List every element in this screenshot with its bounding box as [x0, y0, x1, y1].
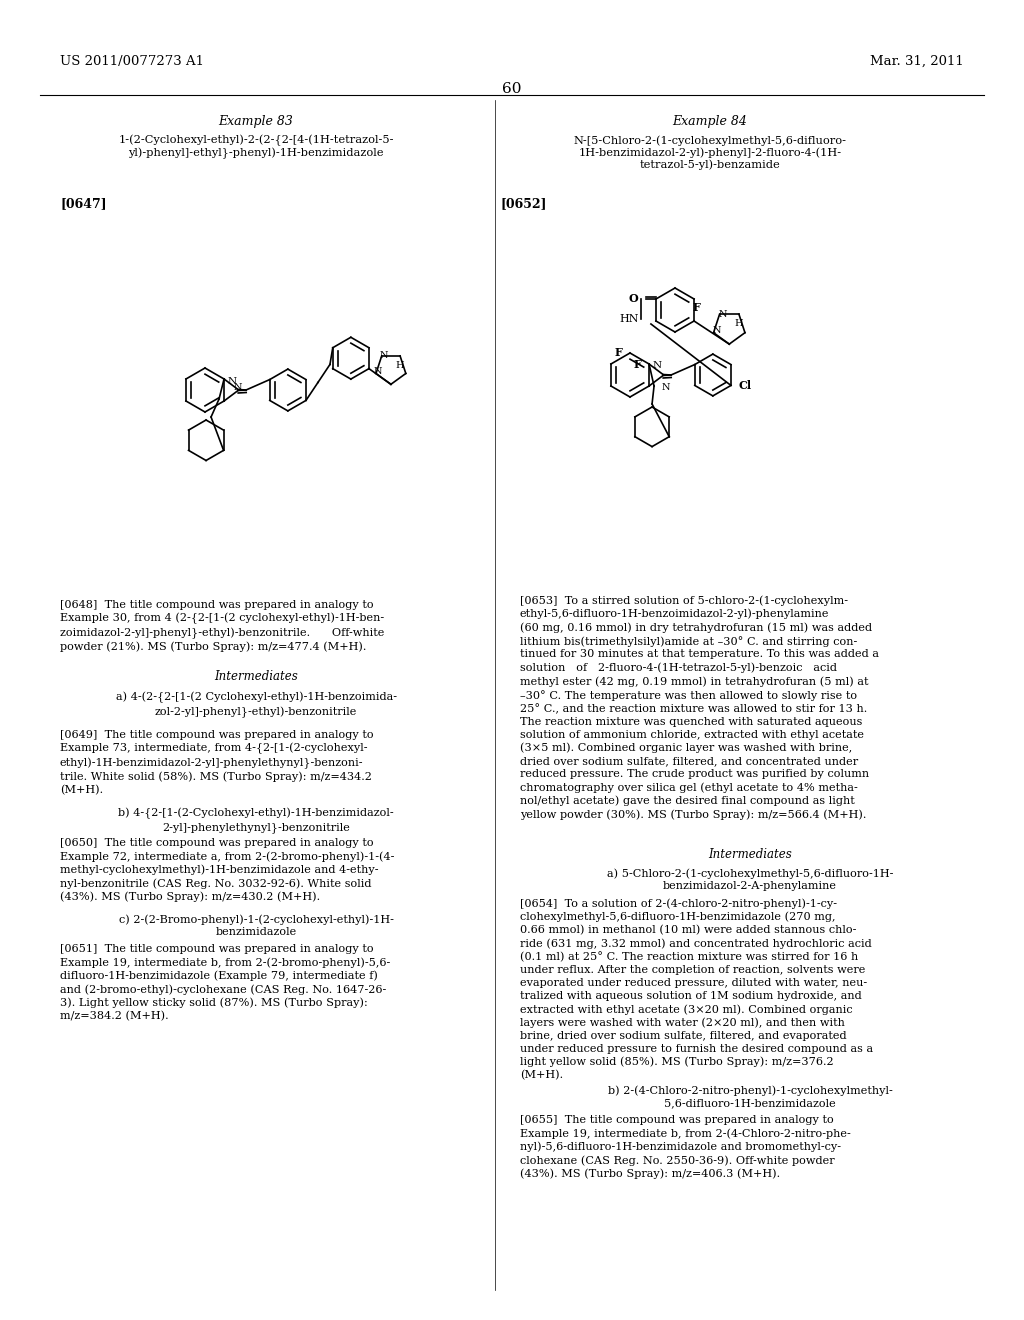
Text: Example 84: Example 84: [673, 115, 748, 128]
Text: a) 5-Chloro-2-(1-cyclohexylmethyl-5,6-difluoro-1H-
benzimidazol-2-A-phenylamine: a) 5-Chloro-2-(1-cyclohexylmethyl-5,6-di…: [607, 869, 893, 891]
Text: N: N: [380, 351, 388, 360]
Text: Mar. 31, 2011: Mar. 31, 2011: [870, 55, 964, 69]
Text: N: N: [374, 367, 382, 376]
Text: a) 4-(2-{2-[1-(2 Cyclohexyl-ethyl)-1H-benzoimida-
zol-2-yl]-phenyl}-ethyl)-benzo: a) 4-(2-{2-[1-(2 Cyclohexyl-ethyl)-1H-be…: [116, 692, 396, 718]
Text: [0655]  The title compound was prepared in analogy to
Example 19, intermediate b: [0655] The title compound was prepared i…: [520, 1115, 851, 1179]
Text: F: F: [614, 347, 622, 359]
Text: F: F: [633, 359, 641, 370]
Text: N: N: [713, 326, 721, 335]
Text: [0652]: [0652]: [500, 197, 547, 210]
Text: Example 83: Example 83: [218, 115, 294, 128]
Text: c) 2-(2-Bromo-phenyl)-1-(2-cyclohexyl-ethyl)-1H-
benzimidazole: c) 2-(2-Bromo-phenyl)-1-(2-cyclohexyl-et…: [119, 913, 393, 937]
Text: H: H: [396, 360, 404, 370]
Text: [0651]  The title compound was prepared in analogy to
Example 19, intermediate b: [0651] The title compound was prepared i…: [60, 944, 390, 1022]
Text: [0654]  To a solution of 2-(4-chloro-2-nitro-phenyl)-1-cy-
clohexylmethyl-5,6-di: [0654] To a solution of 2-(4-chloro-2-ni…: [520, 898, 873, 1081]
Text: HN: HN: [620, 314, 639, 323]
Text: 60: 60: [502, 82, 522, 96]
Text: N: N: [662, 383, 671, 392]
Text: b) 2-(4-Chloro-2-nitro-phenyl)-1-cyclohexylmethyl-
5,6-difluoro-1H-benzimidazole: b) 2-(4-Chloro-2-nitro-phenyl)-1-cyclohe…: [607, 1085, 892, 1109]
Text: [0650]  The title compound was prepared in analogy to
Example 72, intermediate a: [0650] The title compound was prepared i…: [60, 838, 394, 903]
Text: Intermediates: Intermediates: [214, 671, 298, 682]
Text: O: O: [628, 293, 638, 305]
Text: Intermediates: Intermediates: [709, 847, 792, 861]
Text: F: F: [692, 302, 700, 313]
Text: N: N: [227, 376, 237, 385]
Text: N-[5-Chloro-2-(1-cyclohexylmethyl-5,6-difluoro-
1H-benzimidazol-2-yl)-phenyl]-2-: N-[5-Chloro-2-(1-cyclohexylmethyl-5,6-di…: [573, 135, 847, 170]
Text: Cl: Cl: [739, 380, 752, 391]
Text: 1-(2-Cyclohexyl-ethyl)-2-(2-{2-[4-(1H-tetrazol-5-
yl)-phenyl]-ethyl}-phenyl)-1H-: 1-(2-Cyclohexyl-ethyl)-2-(2-{2-[4-(1H-te…: [118, 135, 394, 160]
Text: [0653]  To a stirred solution of 5-chloro-2-(1-cyclohexylm-
ethyl-5,6-difluoro-1: [0653] To a stirred solution of 5-chloro…: [520, 595, 879, 820]
Text: US 2011/0077273 A1: US 2011/0077273 A1: [60, 55, 204, 69]
Text: H: H: [734, 319, 743, 329]
Text: [0648]  The title compound was prepared in analogy to
Example 30, from 4 (2-{2-[: [0648] The title compound was prepared i…: [60, 601, 384, 652]
Text: N: N: [652, 362, 662, 371]
Text: N: N: [233, 383, 243, 392]
Text: [0649]  The title compound was prepared in analogy to
Example 73, intermediate, : [0649] The title compound was prepared i…: [60, 730, 374, 796]
Text: [0647]: [0647]: [60, 197, 106, 210]
Text: N: N: [718, 310, 727, 318]
Text: b) 4-{2-[1-(2-Cyclohexyl-ethyl)-1H-benzimidazol-
2-yl]-phenylethynyl}-benzonitri: b) 4-{2-[1-(2-Cyclohexyl-ethyl)-1H-benzi…: [118, 808, 394, 833]
